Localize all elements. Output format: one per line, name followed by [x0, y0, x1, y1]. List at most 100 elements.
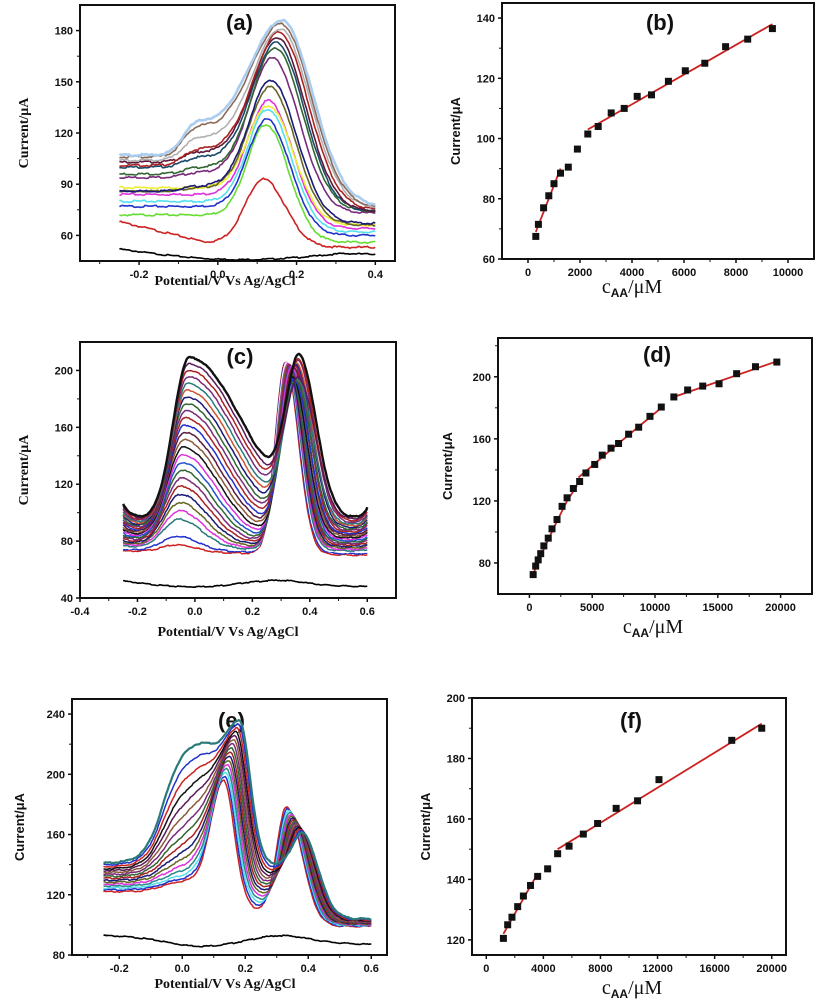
y-tick-label: 60 — [61, 230, 73, 242]
panel-b: 0 2000 4000 6000 8000 10000 60 80 100 120 140 Curre… — [448, 2, 815, 300]
dpv-curve — [122, 362, 368, 551]
x-tick-label: 8000 — [588, 963, 612, 975]
dpv-curve — [119, 108, 376, 234]
x-axis-label-main: c — [623, 616, 632, 638]
data-point — [553, 516, 561, 524]
x-tick-label: 20000 — [765, 602, 796, 614]
plot-frame — [501, 2, 815, 260]
data-point — [657, 403, 665, 411]
y-tick-label: 120 — [55, 479, 73, 491]
data-point — [728, 736, 736, 744]
x-tick-label: 0.4 — [301, 963, 317, 975]
data-point — [670, 393, 678, 401]
data-point — [534, 556, 542, 564]
x-axis-label-subscript: AA — [611, 286, 629, 300]
fit-line — [587, 23, 773, 131]
y-axis-label: Current/μA — [17, 97, 32, 169]
dpv-curve — [103, 747, 372, 924]
x-axis-label-unit: /μM — [628, 276, 662, 298]
panel-label: (d) — [643, 342, 671, 367]
dpv-curve — [119, 28, 376, 209]
data-point — [576, 478, 584, 486]
data-point — [634, 797, 642, 805]
dpv-curve — [103, 726, 372, 922]
dpv-curve — [103, 742, 372, 924]
dpv-curve — [119, 117, 376, 238]
dpv-curve — [119, 177, 376, 250]
y-tick-label: 150 — [55, 77, 73, 89]
panel-c: -0.4 -0.2 0.0 0.2 0.4 0.6 40 80 120 160 200 Current… — [17, 341, 397, 640]
data-point — [550, 180, 558, 188]
y-tick-label: 40 — [61, 593, 73, 605]
x-tick-label: 0.0 — [187, 606, 202, 618]
x-tick-label: 4000 — [620, 267, 644, 279]
x-tick-label: 0.0 — [210, 269, 225, 281]
x-tick-label: 4000 — [531, 963, 555, 975]
x-tick-label: -0.2 — [128, 606, 147, 618]
data-point — [519, 892, 527, 900]
data-point — [532, 562, 540, 570]
dpv-curve — [103, 779, 372, 928]
y-tick-label: 120 — [47, 890, 65, 902]
x-tick-label: 12000 — [642, 963, 673, 975]
y-tick-label: 120 — [55, 128, 73, 140]
x-tick-label: -0.4 — [71, 606, 91, 618]
data-point — [508, 913, 516, 921]
x-tick-label: 10000 — [640, 602, 671, 614]
x-tick-label: -0.2 — [110, 963, 129, 975]
data-point — [573, 145, 581, 153]
y-tick-label: 200 — [55, 365, 73, 377]
x-tick-label: -0.2 — [130, 269, 149, 281]
data-point — [715, 380, 723, 388]
data-point — [545, 192, 553, 200]
dpv-curve — [122, 363, 368, 550]
x-tick-label: 5000 — [580, 602, 604, 614]
dpv-curve — [103, 739, 372, 923]
data-point — [681, 67, 689, 75]
x-tick-label: 15000 — [703, 602, 734, 614]
data-point — [557, 169, 564, 177]
x-tick-label: 0.6 — [364, 963, 379, 975]
x-axis-label: Potential/V Vs Ag/AgCl — [154, 977, 295, 992]
y-tick-label: 120 — [447, 935, 465, 947]
data-point — [615, 440, 623, 448]
dpv-curve — [103, 767, 372, 927]
y-tick-label: 120 — [477, 73, 495, 85]
fit-line — [557, 722, 763, 850]
y-tick-label: 80 — [61, 536, 73, 548]
data-point — [565, 842, 573, 850]
dpv-curve — [122, 363, 368, 547]
x-axis-label: Potential/V Vs Ag/AgCl — [157, 625, 298, 640]
data-point — [612, 804, 620, 812]
data-point — [564, 163, 572, 171]
data-point — [584, 130, 592, 138]
data-point — [633, 92, 641, 100]
y-tick-label: 160 — [47, 830, 65, 842]
x-axis-label: cAA/μM — [602, 276, 663, 300]
x-tick-label: 0.2 — [238, 963, 253, 975]
data-point — [527, 881, 535, 889]
y-tick-label: 140 — [477, 13, 495, 25]
dpv-curve — [122, 365, 368, 542]
data-point — [773, 358, 781, 366]
x-tick-label: 20000 — [756, 963, 787, 975]
data-point — [664, 77, 672, 85]
x-axis-label: cAA/μM — [602, 977, 663, 1000]
dpv-curve — [122, 352, 369, 518]
data-point — [699, 382, 707, 390]
x-axis-label: cAA/μM — [623, 616, 684, 640]
dpv-curve — [103, 730, 372, 922]
x-axis-label-main: c — [602, 977, 611, 999]
dpv-curve — [103, 751, 372, 925]
data-point — [598, 451, 606, 459]
dpv-curve — [122, 369, 368, 548]
y-tick-label: 240 — [47, 709, 65, 721]
data-point — [722, 43, 730, 51]
dpv-curve — [103, 755, 372, 925]
y-axis-label: Current/μA — [12, 792, 27, 861]
data-point — [563, 494, 571, 502]
data-point — [544, 534, 552, 542]
plot-frame — [471, 697, 787, 956]
plot-frame — [71, 698, 388, 956]
y-tick-label: 80 — [53, 950, 65, 962]
